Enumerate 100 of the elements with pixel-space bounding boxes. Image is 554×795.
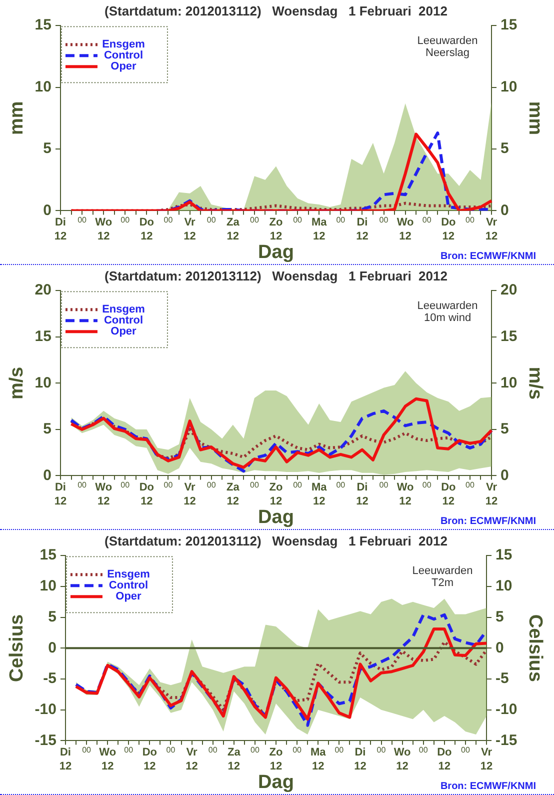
x-tick-label: Di 12 [54,482,67,508]
legend-label: Oper [110,60,138,73]
x-tick-label: 00 [120,216,130,225]
x-tick-label: 00 [124,746,134,755]
y-axis-title: mm [6,101,28,136]
x-axis-title: Dag [258,772,294,793]
y-tick-label: -10 [34,700,56,718]
legend-label: Control [108,580,148,592]
legend-label: Ensgem [102,38,146,51]
x-tick-label: 00 [379,480,389,490]
y-tick-label: 5 [48,608,56,626]
chart-title: (Startdatum: 2012013112) Woensdag 1 Februari 2012 [104,3,448,18]
y2-tick-label: 0 [496,639,504,656]
y2-axis-title: mm [524,101,546,136]
text: Bron: ECMWF/KNMI [440,516,536,527]
y2-tick-label: -5 [496,670,509,688]
x-tick-label: 00 [466,480,475,490]
x-tick-label: Za 12 [226,482,240,508]
x-tick-label: 00 [164,480,174,490]
x-tick-label: Zo 12 [269,482,283,508]
x-tick-label: Vr 12 [480,746,493,772]
x-tick-label: Zo 12 [269,216,283,242]
x-tick-label: 00 [164,216,174,225]
x-tick-label: 00 [336,216,346,225]
y-tick-label: -15 [34,732,56,749]
x-tick-label: 00 [422,480,432,490]
x-axis-title: Dag [258,506,294,528]
x-tick-label: 00 [461,746,470,755]
x-tick-label: Wo 12 [95,482,112,508]
x-tick-label: 00 [120,480,130,490]
y-tick-label: 10 [34,78,52,96]
y-tick-label: 10 [34,374,52,392]
x-tick-label: Vr 12 [485,216,498,242]
y2-tick-label: 5 [500,420,509,438]
x-tick-label: Di 12 [356,482,368,508]
x-tick-label: 00 [78,480,88,490]
y2-tick-label: 5 [500,140,509,158]
x-tick-label: 00 [206,480,216,490]
x-tick-label: 00 [166,746,176,755]
y2-tick-label: 15 [496,546,512,564]
y2-tick-label: -10 [496,700,518,718]
x-tick-label: Di 12 [354,746,366,772]
y2-tick-label: -15 [496,732,518,749]
y-tick-label: 5 [43,140,52,158]
y-tick-label: 5 [43,420,52,438]
x-tick-label: 00 [78,216,88,225]
x-tick-label: 00 [293,480,303,490]
x-tick-label: 00 [466,216,475,225]
x-tick-label: 00 [379,216,389,225]
y-tick-label: 15 [40,546,56,564]
y2-tick-label: 0 [500,466,509,484]
x-axis-title: Dag [258,242,294,263]
y-tick-label: 0 [43,202,52,219]
y2-axis-title: m/s [524,366,546,400]
x-tick-label: 00 [82,746,92,755]
legend-label: Control [104,50,144,62]
x-tick-label: 00 [206,216,216,225]
legend-label: Oper [110,326,138,338]
x-tick-label: Di 12 [54,216,67,242]
annotation: Leeuwarden T2m [412,565,473,590]
line-series [70,409,494,473]
y2-tick-label: 20 [500,282,518,299]
x-tick-label: 00 [336,480,346,490]
x-tick-label: Za 12 [226,216,240,242]
x-tick-label: Wo 12 [95,216,112,242]
x-tick-label: 00 [250,746,260,755]
text: Bron: ECMWF/KNMI [440,780,536,792]
legend-label: Oper [116,590,142,603]
y2-tick-label: 0 [500,202,509,219]
y2-tick-label: 15 [500,328,518,346]
text: Bron: ECMWF/KNMI [440,250,536,262]
x-tick-label: 00 [208,746,218,755]
y2-tick-label: 10 [500,78,518,96]
x-tick-label: Di 12 [59,746,72,772]
annotation: Leeuwarden Neerslag [417,35,478,60]
x-tick-label: 00 [376,746,386,755]
x-tick-label: 00 [293,216,303,225]
x-tick-label: 00 [334,746,344,755]
legend-label: Ensgem [102,304,146,316]
x-tick-label: Wo 12 [99,746,116,772]
x-tick-label: Wo 12 [396,216,414,242]
y-tick-label: 20 [34,282,52,299]
y2-tick-label: 10 [496,578,512,595]
x-tick-label: Wo 12 [396,482,414,508]
x-tick-label: Ma 12 [311,216,328,242]
x-tick-label: Do 12 [139,216,154,242]
y-axis-title: m/s [6,366,28,400]
y-tick-label: -5 [43,670,56,688]
y-tick-label: 0 [43,466,52,484]
x-tick-label: 00 [422,216,432,225]
annotation: Leeuwarden 10m wind [417,300,478,324]
x-tick-label: Ma 12 [310,746,327,772]
x-tick-label: Vr 12 [184,482,196,508]
x-tick-label: 00 [418,746,428,755]
chart-title: (Startdatum: 2012013112) Woensdag 1 Februari 2012 [104,268,448,284]
y2-tick-label: 5 [496,608,504,626]
legend-label: Control [104,314,144,327]
x-tick-label: Do 12 [142,746,158,772]
y2-axis-title: Celsius [524,614,546,682]
line-series [70,416,494,460]
